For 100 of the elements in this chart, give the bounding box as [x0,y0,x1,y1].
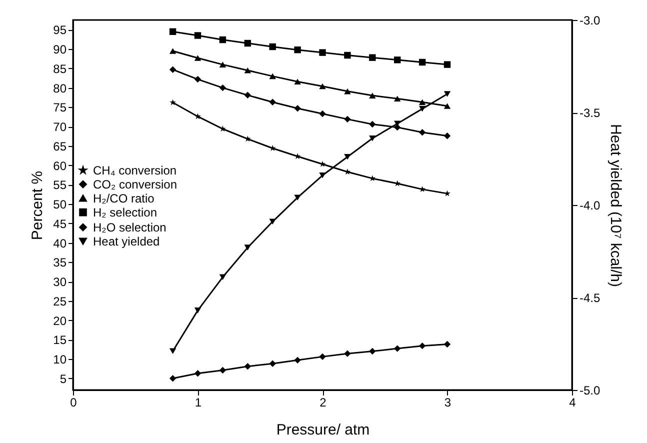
point [294,46,301,54]
point [220,126,226,132]
point [294,356,301,364]
y-tick-label: 95 [53,23,67,38]
point [169,375,176,382]
point [294,194,301,201]
point [244,40,252,47]
legend-label: H₂/CO ratio [93,191,155,206]
y-tick-label: 75 [53,100,67,115]
y2-tick-label: -4.0 [580,198,601,212]
point [319,49,326,56]
point [194,76,202,83]
y2-tick-label: -4.5 [580,291,601,305]
point [369,120,376,128]
x-tick-label: 3 [444,396,452,410]
y-tick-label: 45 [53,216,67,231]
point [419,186,426,192]
point [244,92,252,99]
x-tick-label: 4 [569,396,576,410]
point [344,154,351,160]
point [444,103,451,109]
point [369,54,376,61]
point [269,360,276,368]
legend-label: Heat yielded [93,234,160,248]
point [294,104,301,112]
y-tick-label: 60 [53,158,67,173]
y-tick-label: 15 [53,333,67,348]
point [219,62,226,68]
y2-tick-label: -3.0 [580,14,601,28]
point [194,308,202,314]
point [394,180,401,186]
point [344,350,351,357]
point [244,136,251,142]
y-tick-label: 35 [53,256,67,270]
point [319,83,326,90]
y-tick-label: 50 [53,198,67,212]
y2-tick-label: -3.5 [580,106,601,120]
point [418,58,426,66]
point [169,348,176,354]
y-tick-label: 90 [53,42,67,57]
point [169,28,176,35]
point [418,129,426,136]
point [444,132,451,140]
y-tick-label: 80 [53,81,67,96]
point [394,96,401,102]
x-tick-label: 0 [70,396,78,410]
point [244,67,252,74]
x-tick-label: 2 [320,396,327,410]
point [169,48,176,54]
point [269,98,276,106]
point [269,73,276,80]
point [219,274,226,280]
y-tick-label: 65 [53,139,67,154]
y-tick-label: 30 [53,275,67,290]
y-tick-label: 85 [53,62,67,76]
point [219,366,226,374]
point [418,106,426,112]
y-tick-label: 20 [53,314,67,328]
point [394,345,401,352]
legend-label: CO₂ conversion [93,177,178,192]
legend-label: H₂O selection [93,220,166,234]
y-tick-label: 5 [60,372,67,386]
point [244,363,252,370]
point [319,172,326,178]
point [418,342,426,350]
point [369,135,376,142]
point [344,116,351,123]
x-tick-label: 1 [194,396,202,410]
point [294,78,301,85]
point [344,88,351,94]
y-tick-label: 70 [53,120,67,134]
legend-label: H₂ selection [93,205,158,220]
point [194,55,202,61]
point [394,56,401,64]
point [219,36,226,44]
point [269,43,276,50]
point [319,353,326,360]
point [444,91,451,97]
legend-label: CH₄ conversion [93,163,177,178]
y-tick-label: 25 [53,294,67,308]
y-tick-label: 55 [53,178,67,192]
y-tick-label: 10 [53,352,67,367]
point [219,84,226,92]
point [194,370,202,377]
y-axis-title: Percent % [29,170,46,240]
point [369,175,376,182]
point [319,110,326,118]
point [344,52,351,59]
point [369,92,376,98]
y2-tick-label: -5.0 [580,384,601,398]
point [194,113,201,120]
point [444,61,451,68]
x-axis-title: Pressure/ atm [276,422,370,438]
point [369,348,376,355]
point [444,340,451,348]
point [244,244,252,250]
point [418,99,426,106]
point [170,99,176,106]
y2-axis-title: Heat yielded (10⁷ kcal/h) [607,124,624,288]
y-tick-label: 40 [53,236,67,250]
